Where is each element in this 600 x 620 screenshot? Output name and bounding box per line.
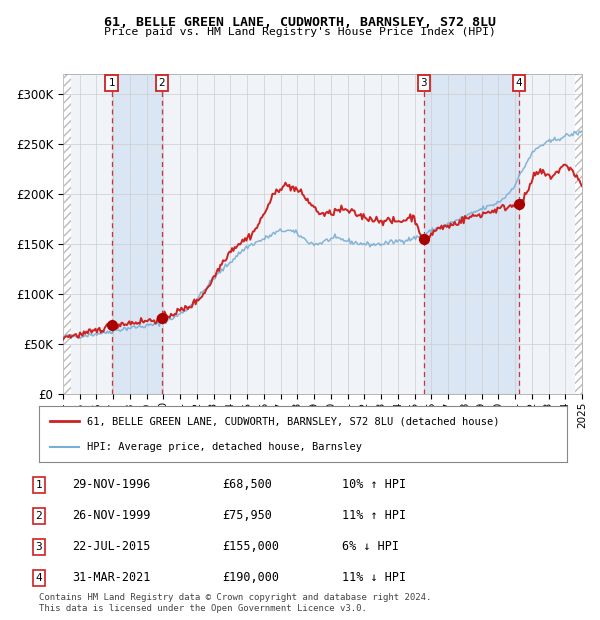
Bar	[63, 74, 71, 394]
Text: 1: 1	[109, 78, 115, 87]
Text: 3: 3	[35, 542, 43, 552]
Text: £155,000: £155,000	[222, 541, 279, 553]
Bar	[112, 74, 162, 394]
Text: 6% ↓ HPI: 6% ↓ HPI	[342, 541, 399, 553]
Text: 4: 4	[35, 573, 43, 583]
Text: 31-MAR-2021: 31-MAR-2021	[72, 572, 151, 584]
Text: £190,000: £190,000	[222, 572, 279, 584]
Text: HPI: Average price, detached house, Barnsley: HPI: Average price, detached house, Barn…	[86, 443, 362, 453]
Text: £75,950: £75,950	[222, 510, 272, 522]
Text: £68,500: £68,500	[222, 479, 272, 491]
Text: 11% ↑ HPI: 11% ↑ HPI	[342, 510, 406, 522]
Text: Contains HM Land Registry data © Crown copyright and database right 2024.
This d: Contains HM Land Registry data © Crown c…	[39, 593, 431, 613]
Text: 29-NOV-1996: 29-NOV-1996	[72, 479, 151, 491]
Text: 26-NOV-1999: 26-NOV-1999	[72, 510, 151, 522]
Bar	[575, 74, 582, 394]
Text: 22-JUL-2015: 22-JUL-2015	[72, 541, 151, 553]
Text: 1: 1	[35, 480, 43, 490]
Text: 61, BELLE GREEN LANE, CUDWORTH, BARNSLEY, S72 8LU (detached house): 61, BELLE GREEN LANE, CUDWORTH, BARNSLEY…	[86, 417, 499, 427]
Text: Price paid vs. HM Land Registry's House Price Index (HPI): Price paid vs. HM Land Registry's House …	[104, 27, 496, 37]
Text: 2: 2	[35, 511, 43, 521]
Text: 2: 2	[158, 78, 165, 87]
Text: 61, BELLE GREEN LANE, CUDWORTH, BARNSLEY, S72 8LU: 61, BELLE GREEN LANE, CUDWORTH, BARNSLEY…	[104, 16, 496, 29]
Text: 3: 3	[421, 78, 427, 87]
Text: 11% ↓ HPI: 11% ↓ HPI	[342, 572, 406, 584]
Bar	[424, 74, 519, 394]
Text: 10% ↑ HPI: 10% ↑ HPI	[342, 479, 406, 491]
Text: 4: 4	[516, 78, 523, 87]
